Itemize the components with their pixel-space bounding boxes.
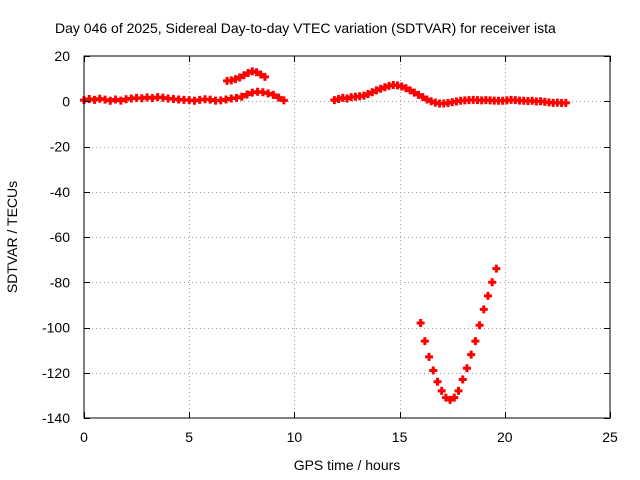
y-axis-label: SDTVAR / TECUs: [4, 181, 20, 293]
data-point-marker: [401, 84, 410, 93]
data-point-marker: [244, 68, 253, 77]
data-points: [80, 67, 570, 404]
data-point-marker: [397, 82, 406, 91]
data-point-marker: [420, 337, 429, 346]
y-tick-label: -80: [50, 274, 70, 290]
x-tick-label: 25: [602, 429, 618, 445]
data-point-marker: [441, 393, 450, 402]
data-point-marker: [418, 93, 427, 102]
data-point-marker: [364, 90, 373, 99]
plot-frame: [83, 55, 611, 419]
data-point-marker: [425, 352, 434, 361]
y-tick-label: -40: [50, 184, 70, 200]
data-point-marker: [235, 73, 244, 82]
data-point-marker: [372, 86, 381, 95]
data-point-marker: [467, 350, 476, 359]
data-point-marker: [243, 90, 252, 99]
tick-layer: [84, 56, 611, 419]
data-point-marker: [260, 72, 269, 81]
x-tick-label: 20: [497, 429, 513, 445]
y-tick-label: 0: [62, 93, 70, 109]
y-tick-label: -100: [42, 320, 70, 336]
x-tick-label: 0: [80, 429, 88, 445]
data-point-marker: [450, 393, 459, 402]
data-point-marker: [458, 375, 467, 384]
data-point-marker: [454, 386, 463, 395]
data-point-marker: [433, 377, 442, 386]
data-point-marker: [437, 386, 446, 395]
data-point-marker: [492, 264, 501, 273]
data-point-marker: [252, 68, 261, 77]
x-tick-label: 10: [287, 429, 303, 445]
data-point-marker: [274, 93, 283, 102]
data-point-marker: [483, 291, 492, 300]
data-point-marker: [488, 278, 497, 287]
data-point-marker: [561, 98, 570, 107]
y-tick-label: -140: [42, 410, 70, 426]
data-point-marker: [429, 366, 438, 375]
data-point-marker: [376, 84, 385, 93]
data-point-marker: [471, 337, 480, 346]
y-tick-label: 20: [54, 48, 70, 64]
data-point-marker: [446, 395, 455, 404]
data-point-marker: [422, 95, 431, 104]
data-point-marker: [237, 92, 246, 101]
data-point-marker: [462, 364, 471, 373]
data-point-marker: [256, 70, 265, 79]
data-point-marker: [279, 96, 288, 105]
chart-title: Day 046 of 2025, Sidereal Day-to-day VTE…: [55, 20, 556, 36]
grid-layer: [84, 56, 610, 418]
x-tick-label: 15: [392, 429, 408, 445]
data-point-marker: [416, 318, 425, 327]
data-point-marker: [231, 75, 240, 84]
data-point-marker: [406, 86, 415, 95]
y-tick-label: -60: [50, 229, 70, 245]
data-point-marker: [368, 88, 377, 97]
data-point-marker: [359, 91, 368, 100]
y-tick-label: -120: [42, 365, 70, 381]
data-point-marker: [269, 90, 278, 99]
data-point-marker: [479, 305, 488, 314]
data-point-marker: [239, 71, 248, 80]
tick-label-layer: 0 5 10 15 20 25 20 0 -20 -40 -60 -80 -100 -120 -140: [42, 48, 618, 445]
data-point-marker: [410, 88, 419, 97]
y-tick-label: -20: [50, 139, 70, 155]
x-tick-label: 5: [185, 429, 193, 445]
data-point-marker: [475, 321, 484, 330]
data-point-marker: [264, 89, 273, 98]
data-point-marker: [414, 90, 423, 99]
x-axis-label: GPS time / hours: [294, 457, 401, 473]
